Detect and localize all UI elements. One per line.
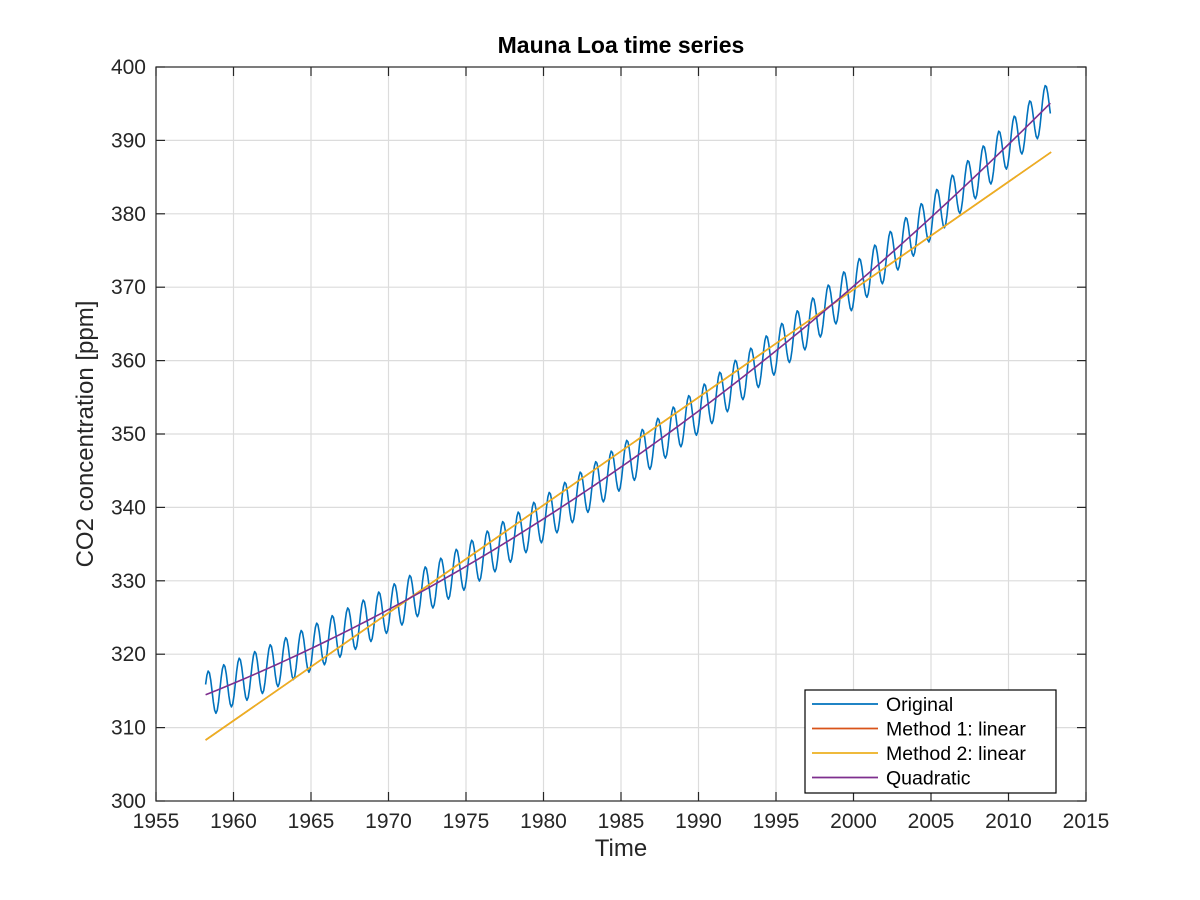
y-tick-label: 350 [111, 423, 146, 446]
y-tick-label: 310 [111, 717, 146, 740]
series-line-original [204, 84, 1052, 715]
x-tick-label: 1970 [365, 810, 412, 833]
y-tick-label: 300 [111, 790, 146, 813]
x-tick-label: 1975 [443, 810, 490, 833]
y-tick-label: 330 [111, 570, 146, 593]
x-tick-label: 1980 [520, 810, 567, 833]
x-tick-label: 2000 [830, 810, 877, 833]
x-tick-label: 2015 [1063, 810, 1110, 833]
x-tick-label: 2005 [908, 810, 955, 833]
x-tick-label: 1960 [210, 810, 257, 833]
y-tick-labels: 300 310 320 330 340 350 360 370 380 390 400 [111, 56, 146, 813]
chart-title: Mauna Loa time series [498, 32, 745, 58]
series-line-quadratic [205, 102, 1051, 696]
x-tick-label: 2010 [985, 810, 1032, 833]
y-tick-label: 340 [111, 496, 146, 519]
x-tick-label: 1995 [753, 810, 800, 833]
series-line-method-2-linear [205, 151, 1052, 741]
x-tick-label: 1965 [288, 810, 335, 833]
x-tick-labels: 1955 1960 1965 1970 1975 1980 1985 1990 1995 2000… [133, 810, 1110, 833]
grid [156, 67, 1086, 801]
legend-box [804, 689, 1057, 794]
legend-label: Original [886, 694, 953, 716]
legend-label: Quadratic [886, 768, 971, 790]
x-axis-label: Time [595, 835, 647, 862]
y-tick-label: 380 [111, 203, 146, 226]
series-layer [204, 84, 1052, 741]
y-tick-label: 320 [111, 643, 146, 666]
x-tick-label: 1985 [598, 810, 645, 833]
y-tick-label: 370 [111, 276, 146, 299]
legend-label: Method 2: linear [886, 743, 1026, 765]
x-tick-label: 1955 [133, 810, 180, 833]
x-tick-label: 1990 [675, 810, 722, 833]
y-axis-label: CO2 concentration [ppm] [72, 301, 99, 568]
y-tick-label: 390 [111, 129, 146, 152]
legend-label: Method 1: linear [886, 719, 1026, 741]
y-tick-label: 360 [111, 350, 146, 373]
ticks [155, 66, 1087, 802]
y-tick-label: 400 [111, 56, 146, 79]
